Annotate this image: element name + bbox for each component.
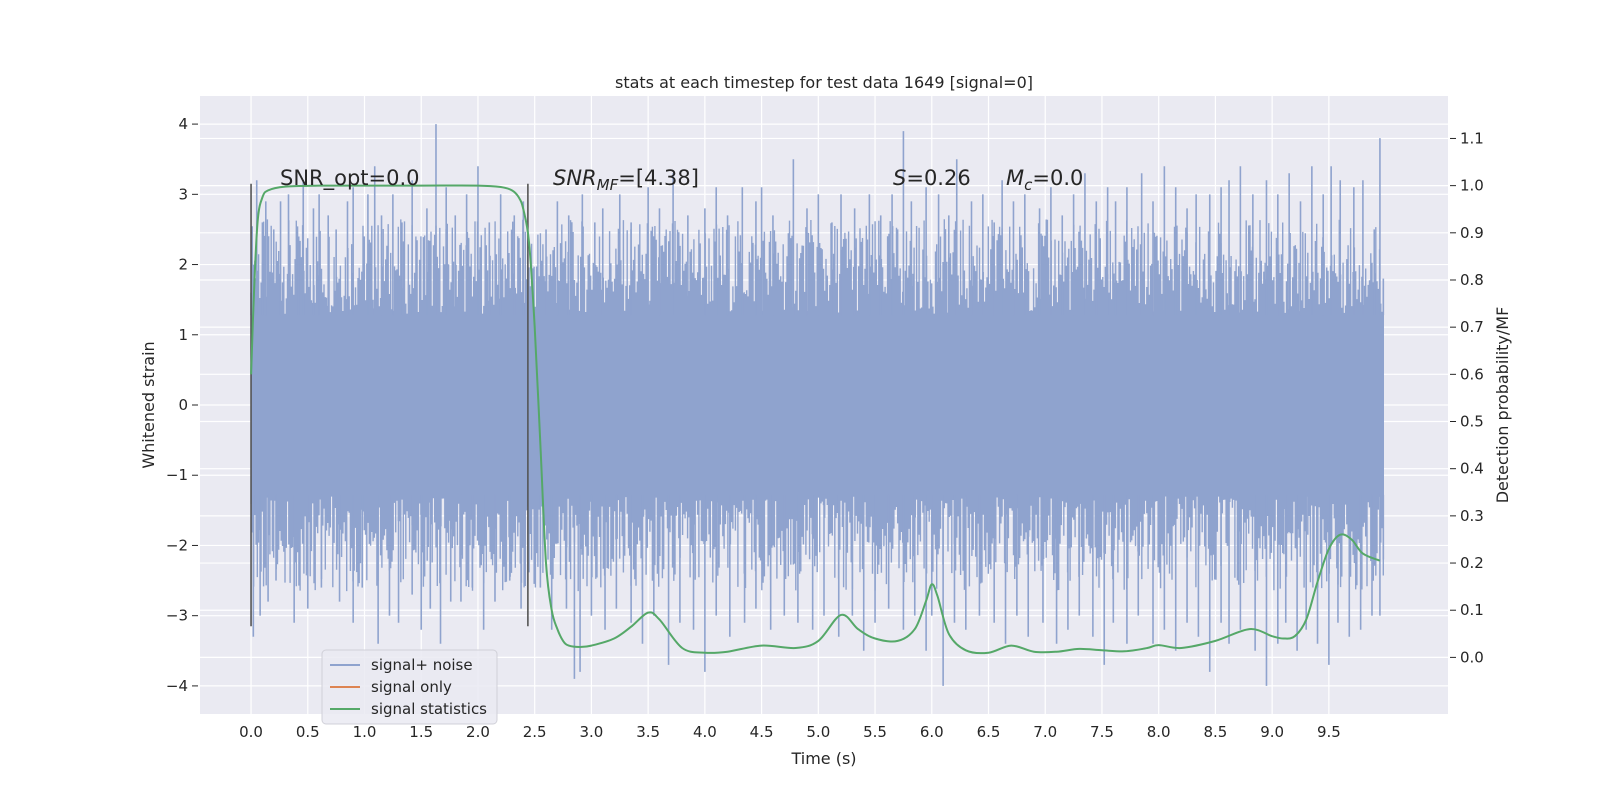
x-tick-label: 2.5 [523, 723, 547, 741]
y-tick-label: −1 [166, 466, 188, 484]
y-tick-label: −3 [166, 607, 188, 625]
y-tick-label: −4 [166, 677, 188, 695]
mc-value: =0.0 [1032, 166, 1083, 190]
x-tick-label: 8.0 [1147, 723, 1171, 741]
y2-tick-label: 0.9 [1460, 224, 1484, 242]
x-tick-label: 5.0 [806, 723, 830, 741]
snr-mf-value: =[4.38] [618, 166, 699, 190]
y2-tick-labels: 1.1 1.0 0.9 0.8 0.7 0.6 0.5 0.4 0.3 0.2 0.1 0.0 [1450, 129, 1484, 666]
x-tick-label: 5.5 [863, 723, 887, 741]
y-tick-label: 4 [178, 115, 188, 133]
y2-tick-label: 0.2 [1460, 554, 1484, 572]
x-tick-label: 0.5 [296, 723, 320, 741]
marker-lines [250, 183, 529, 627]
legend-label-signal-noise: signal+ noise [371, 656, 473, 674]
x-axis-label: Time (s) [790, 749, 856, 768]
y-tick-label: 3 [178, 185, 188, 203]
series-signal-noise [250, 124, 1385, 686]
annotation-snr-opt: SNR_opt=0.0 [280, 166, 420, 191]
mc-symbol: M [1006, 166, 1024, 190]
x-tick-label: 0.0 [239, 723, 263, 741]
x-tick-label: 3.0 [579, 723, 603, 741]
y2-tick-label: 0.7 [1460, 318, 1484, 336]
legend-box [321, 649, 498, 725]
y2-tick-label: 1.1 [1460, 129, 1484, 147]
y2-tick-label: 0.8 [1460, 271, 1484, 289]
x-tick-label: 2.0 [466, 723, 490, 741]
y-tick-label: 1 [178, 326, 188, 344]
x-tick-label: 3.5 [636, 723, 660, 741]
x-tick-label: 4.0 [693, 723, 717, 741]
y2-tick-label: 0.4 [1460, 460, 1484, 478]
annotation-snr-mf: SNRMF=[4.38] [553, 166, 699, 194]
x-tick-label: 8.5 [1203, 723, 1227, 741]
x-tick-label: 6.5 [977, 723, 1001, 741]
legend-label-signal-only: signal only [371, 678, 452, 696]
y2-axis-label: Detection probability/MF [1493, 307, 1512, 504]
x-tick-labels: 0.0 0.5 1.0 1.5 2.0 2.5 3.0 3.5 4.0 4.5 5.0 5.5 6.0 6… [239, 723, 1341, 741]
x-tick-label: 4.5 [750, 723, 774, 741]
snr-mf-subscript: MF [597, 176, 619, 194]
x-tick-label: 1.5 [409, 723, 433, 741]
legend-label-signal-statistics: signal statistics [371, 700, 487, 718]
y2-tick-label: 0.3 [1460, 507, 1484, 525]
s-symbol: S [893, 166, 906, 190]
s-value: =0.26 [906, 166, 970, 190]
y2-tick-label: 0.0 [1460, 648, 1484, 666]
y2-tick-label: 0.1 [1460, 601, 1484, 619]
x-tick-label: 1.0 [353, 723, 377, 741]
x-tick-label: 6.0 [920, 723, 944, 741]
y2-tick-label: 0.5 [1460, 413, 1484, 431]
y2-tick-label: 1.0 [1460, 177, 1484, 195]
y2-tick-label: 0.6 [1460, 365, 1484, 383]
x-tick-label: 7.0 [1033, 723, 1057, 741]
x-tick-label: 7.5 [1090, 723, 1114, 741]
annotation-mc: Mc=0.0 [1006, 166, 1083, 194]
annotation-s: S=0.26 [893, 166, 971, 190]
y-tick-labels: 4 3 2 1 0 −1 −2 −3 −4 [166, 115, 198, 695]
y-axis-label: Whitened strain [139, 341, 158, 468]
series-signal-statistics [250, 184, 1381, 655]
chart-title: stats at each timestep for test data 164… [615, 73, 1033, 92]
x-tick-label: 9.0 [1260, 723, 1284, 741]
legend: signal+ noise signal only signal statist… [321, 649, 498, 725]
y-tick-label: 2 [178, 256, 188, 274]
y-tick-label: 0 [178, 396, 188, 414]
mc-subscript: c [1024, 176, 1033, 194]
y-tick-label: −2 [166, 536, 188, 554]
snr-mf-symbol: SNR [553, 166, 597, 190]
x-tick-label: 9.5 [1317, 723, 1341, 741]
